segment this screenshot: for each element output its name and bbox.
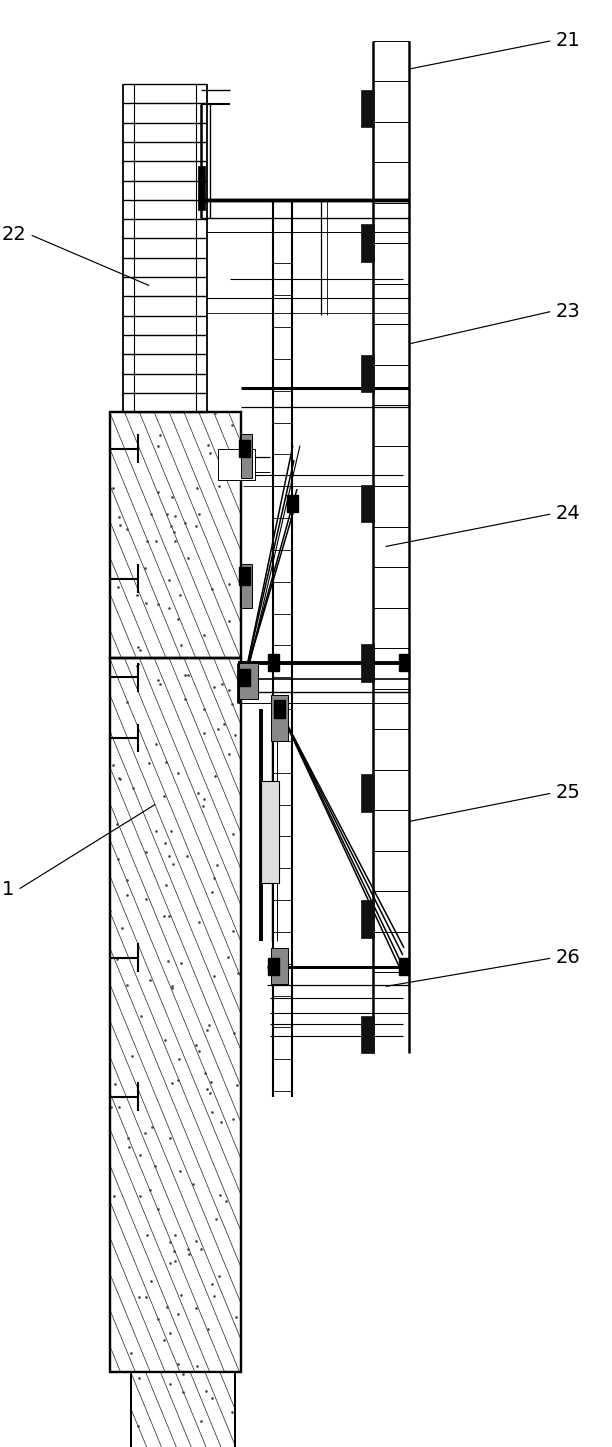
Bar — [361, 90, 375, 127]
Text: 22: 22 — [2, 224, 26, 245]
Bar — [361, 485, 375, 522]
Text: 24: 24 — [556, 504, 580, 524]
Text: 1: 1 — [2, 880, 15, 900]
Bar — [361, 1016, 375, 1053]
Bar — [361, 644, 375, 682]
Bar — [110, 412, 241, 658]
Bar — [239, 440, 250, 457]
Bar — [361, 774, 375, 812]
Bar — [241, 434, 252, 478]
Bar — [268, 958, 278, 975]
Bar — [287, 495, 297, 512]
Bar — [268, 654, 278, 671]
Text: 26: 26 — [556, 948, 580, 968]
Bar — [272, 695, 288, 741]
Bar — [272, 948, 288, 984]
Bar — [130, 1372, 234, 1447]
Text: 23: 23 — [556, 301, 580, 321]
Bar — [110, 412, 241, 658]
Bar — [239, 663, 258, 699]
Bar — [198, 166, 205, 210]
Bar — [261, 781, 279, 883]
Bar — [361, 224, 375, 262]
Bar — [218, 449, 255, 480]
Bar — [398, 654, 409, 671]
Bar — [361, 900, 375, 938]
Bar — [239, 567, 250, 585]
Text: 25: 25 — [556, 783, 580, 803]
Bar — [398, 958, 409, 975]
Bar — [361, 355, 375, 392]
Bar — [241, 564, 252, 608]
Bar — [239, 669, 250, 686]
Bar — [130, 1372, 234, 1447]
Text: 21: 21 — [556, 30, 580, 51]
Bar — [274, 700, 285, 718]
Bar — [110, 658, 241, 1372]
Bar — [110, 658, 241, 1372]
